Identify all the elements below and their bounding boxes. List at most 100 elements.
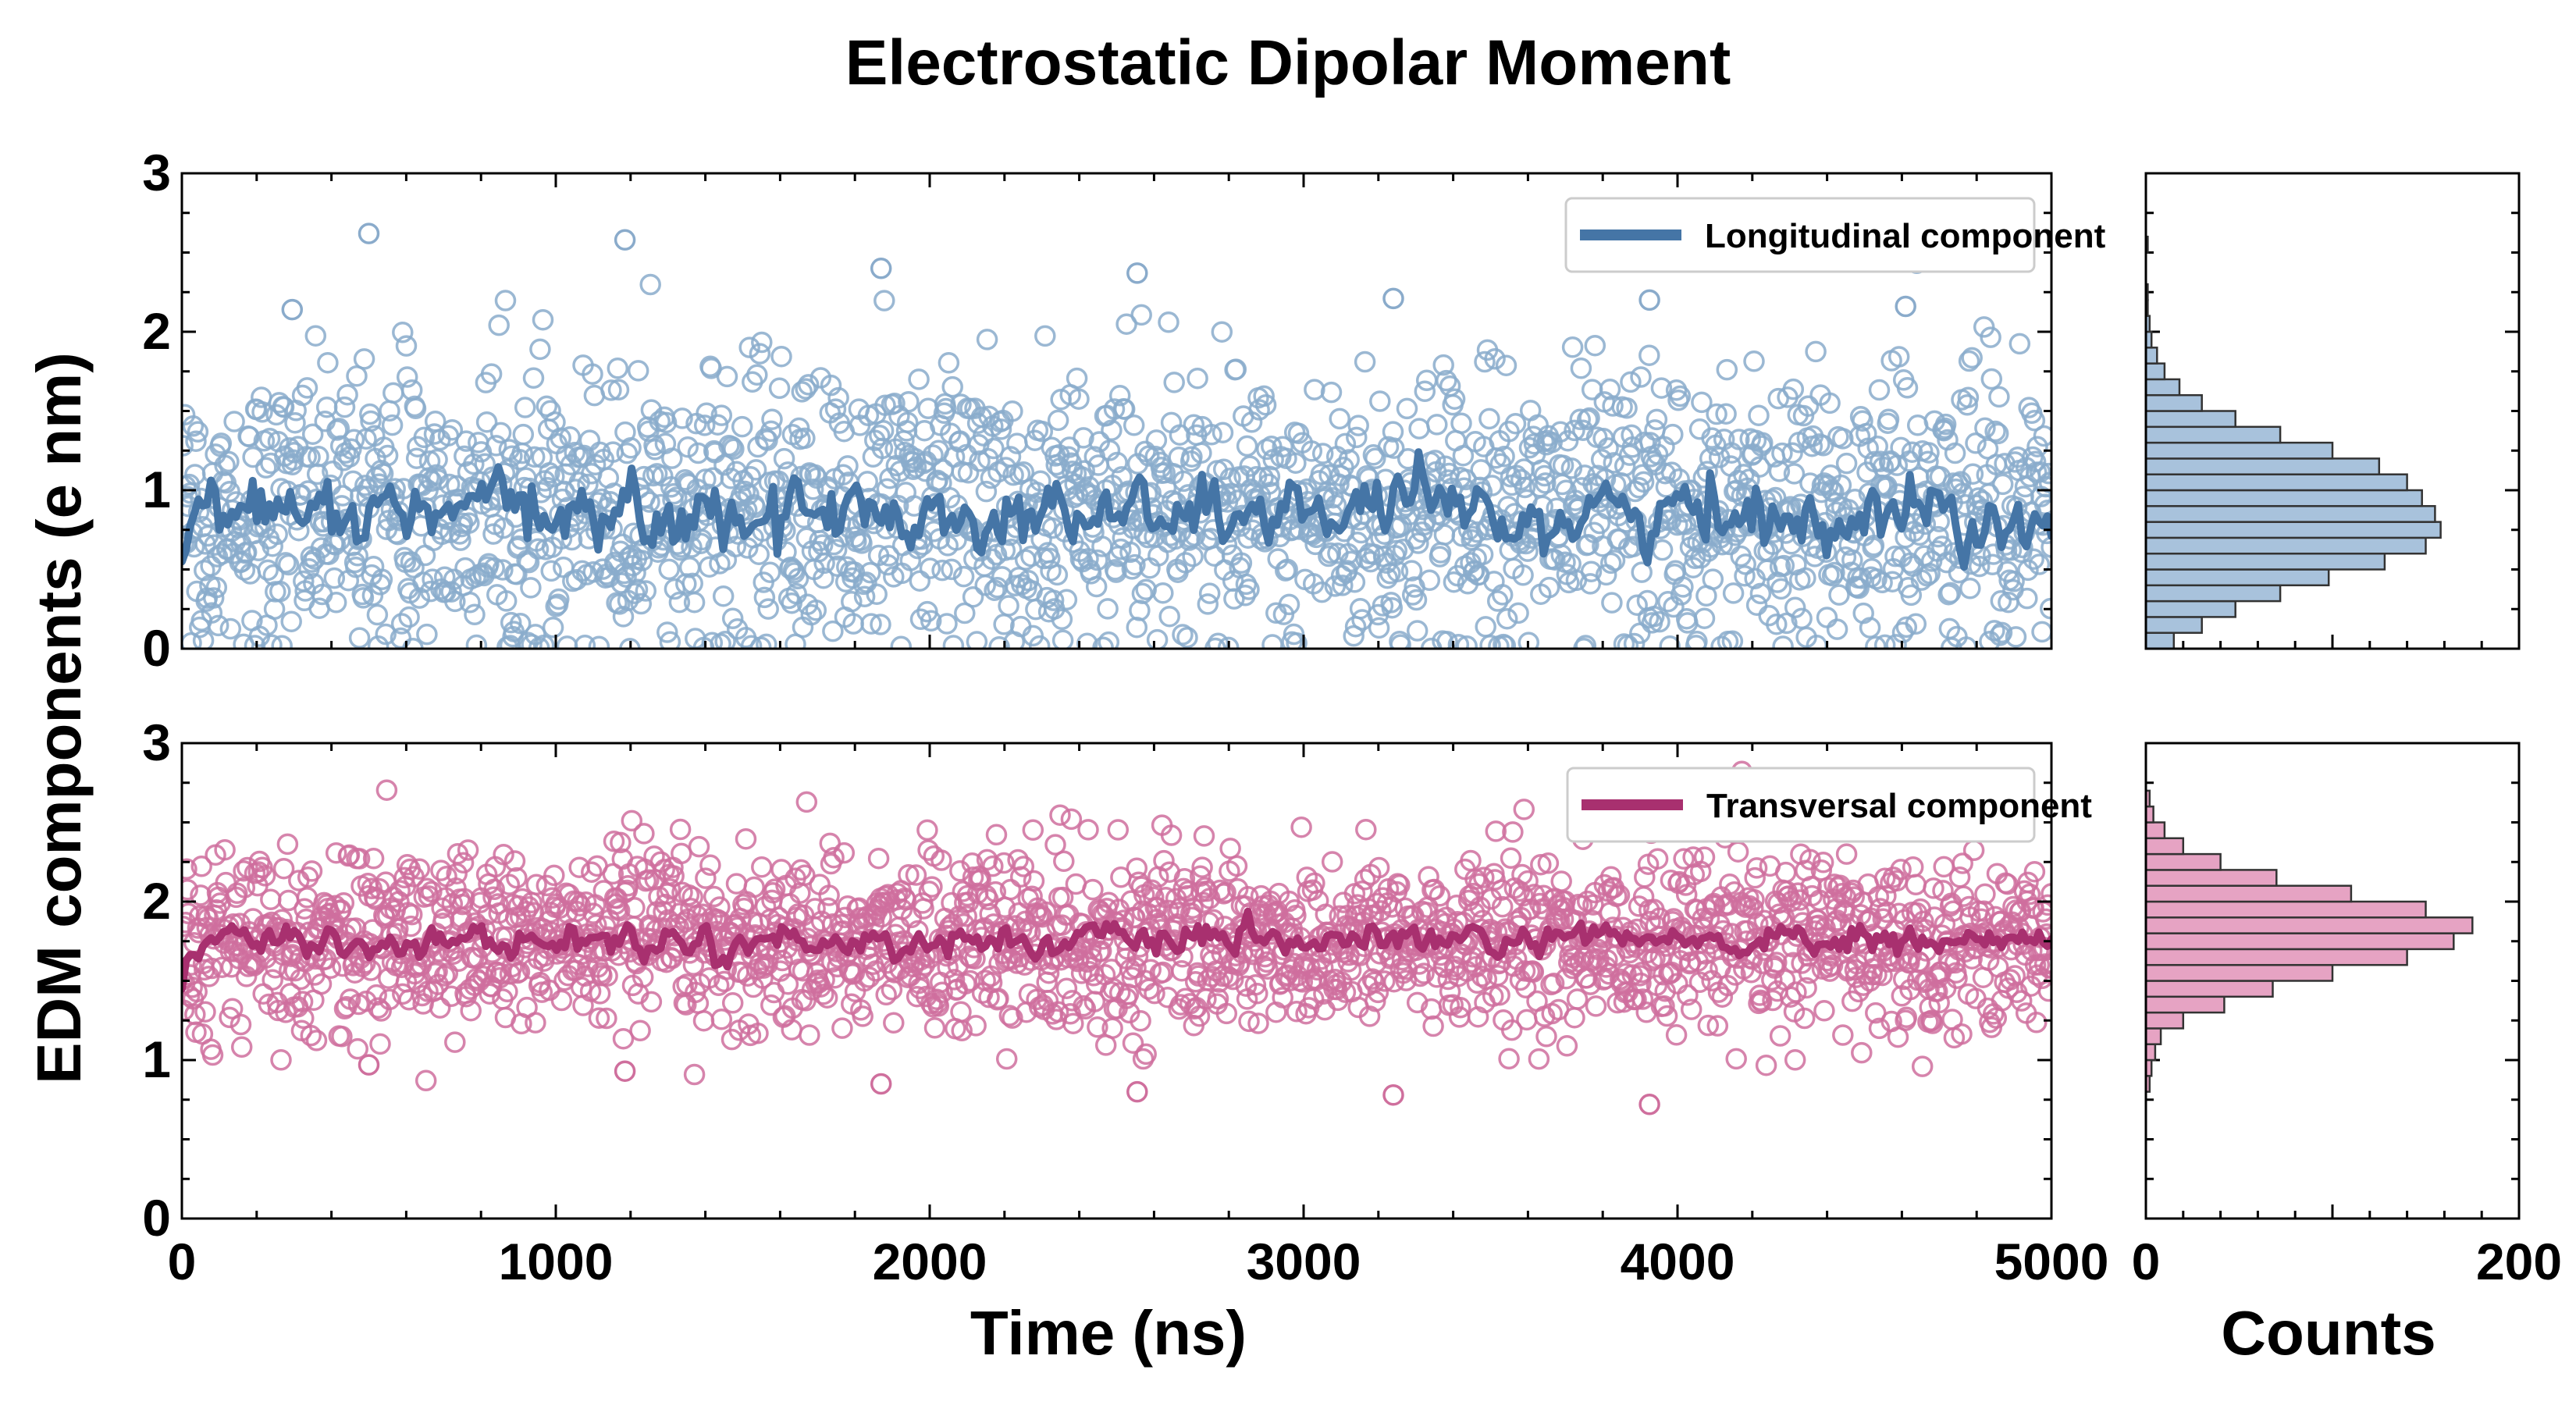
series-1-point bbox=[950, 1001, 972, 1023]
series-1-point bbox=[1582, 894, 1604, 916]
series-0-point bbox=[1154, 461, 1176, 484]
series-1-point bbox=[1124, 906, 1146, 929]
series-0-hist-bar bbox=[2144, 410, 2236, 429]
series-1-point bbox=[1153, 849, 1175, 872]
series-0-point bbox=[1443, 388, 1466, 410]
series-1-point bbox=[1182, 897, 1204, 920]
series-0-point bbox=[1405, 589, 1428, 611]
series-1-point bbox=[1191, 856, 1213, 878]
series-1-point bbox=[1502, 821, 1524, 843]
series-1-point bbox=[1285, 904, 1307, 927]
series-0-point bbox=[878, 545, 900, 567]
series-0-point bbox=[304, 548, 326, 570]
series-0-point bbox=[301, 423, 324, 445]
series-1-point bbox=[1060, 808, 1083, 831]
series-0-point bbox=[745, 459, 767, 481]
series-1-point bbox=[436, 962, 459, 984]
series-0-point bbox=[942, 635, 965, 649]
series-0-point bbox=[1663, 596, 1685, 618]
series-1-point bbox=[1354, 869, 1376, 891]
series-1-point bbox=[369, 1033, 391, 1055]
series-0-point bbox=[1957, 386, 1980, 408]
series-0-point bbox=[1108, 385, 1131, 407]
series-1-point bbox=[763, 981, 785, 1004]
series-0-point bbox=[323, 567, 346, 589]
series-1-point bbox=[1429, 885, 1451, 907]
series-0-legend: Longitudinal component bbox=[1564, 197, 2106, 273]
series-0-point bbox=[1119, 541, 1141, 564]
xtick-label: 0 bbox=[168, 1233, 197, 1290]
series-1-point bbox=[457, 839, 479, 861]
series-1-running-mean-line bbox=[182, 907, 2051, 993]
series-1-point bbox=[1725, 1048, 1747, 1070]
series-0-point bbox=[1211, 321, 1233, 343]
series-1-point bbox=[629, 1019, 651, 1042]
series-1-point bbox=[964, 948, 986, 970]
series-0-point bbox=[1965, 432, 1987, 454]
series-0-point bbox=[1929, 466, 1952, 488]
series-0-point bbox=[1745, 594, 1768, 616]
series-1-point bbox=[483, 878, 505, 901]
series-0-point bbox=[582, 363, 603, 385]
series-0-point bbox=[768, 377, 791, 400]
series-0-point bbox=[1770, 578, 1792, 600]
series-1-point bbox=[985, 824, 1008, 846]
series-0-point bbox=[1369, 390, 1391, 412]
xtick-label: 5000 bbox=[1994, 1233, 2109, 1290]
series-0-point bbox=[966, 631, 988, 649]
series-0-point bbox=[1239, 455, 1261, 477]
series-0-hist-bar bbox=[2144, 600, 2236, 618]
series-0-point bbox=[791, 381, 813, 403]
series-0-point bbox=[1564, 419, 1585, 442]
series-0-point bbox=[1030, 470, 1051, 492]
series-0-point bbox=[1486, 590, 1509, 612]
series-0-point bbox=[522, 367, 545, 390]
series-0-point bbox=[1868, 379, 1891, 401]
series-0-point bbox=[1832, 428, 1854, 450]
series-0-point bbox=[542, 617, 564, 639]
series-0-point bbox=[1042, 589, 1065, 611]
series-1-hist-bar bbox=[2144, 1043, 2157, 1062]
series-0-point bbox=[1470, 459, 1492, 481]
series-1-point bbox=[816, 987, 838, 1009]
series-0-point bbox=[1145, 429, 1168, 451]
series-1-point bbox=[1656, 1005, 1678, 1027]
series-1-point bbox=[677, 908, 699, 930]
series-0-point bbox=[440, 581, 462, 603]
series-1-point bbox=[1905, 874, 1927, 896]
series-1-point bbox=[1795, 977, 1817, 999]
series-0-hist-bar bbox=[2144, 521, 2442, 539]
series-0-point bbox=[202, 587, 225, 609]
series-0-point bbox=[277, 553, 300, 576]
series-1-point bbox=[905, 864, 927, 886]
series-0-point bbox=[624, 561, 646, 584]
series-0-point bbox=[1474, 350, 1496, 373]
series-1-point bbox=[1135, 1043, 1157, 1066]
series-0-point bbox=[671, 536, 692, 558]
series-0-point bbox=[825, 539, 848, 560]
series-0-point bbox=[210, 432, 233, 454]
series-1-point bbox=[487, 893, 509, 915]
series-0-point bbox=[398, 606, 420, 628]
series-0-point bbox=[1570, 357, 1592, 379]
series-0-point bbox=[192, 629, 215, 649]
series-0-point bbox=[280, 610, 302, 632]
series-0-point bbox=[1571, 477, 1593, 499]
series-1-point bbox=[1717, 974, 1739, 997]
series-0-point bbox=[1784, 596, 1806, 619]
series-0-point bbox=[1557, 429, 1579, 452]
series-0-point bbox=[931, 559, 953, 582]
series-0-point bbox=[548, 588, 570, 610]
series-0-point bbox=[257, 559, 279, 582]
series-0-point bbox=[687, 442, 710, 464]
series-0-outlier bbox=[870, 258, 892, 279]
series-0-point bbox=[1320, 381, 1343, 404]
series-0-point bbox=[390, 613, 413, 635]
series-0-point bbox=[1034, 325, 1056, 347]
series-0-point bbox=[1031, 421, 1054, 443]
series-1-point bbox=[1169, 994, 1192, 1016]
series-0-point bbox=[2037, 462, 2051, 485]
series-1-point bbox=[1355, 818, 1377, 841]
series-0-point bbox=[2038, 471, 2051, 493]
series-1-point bbox=[735, 827, 757, 850]
